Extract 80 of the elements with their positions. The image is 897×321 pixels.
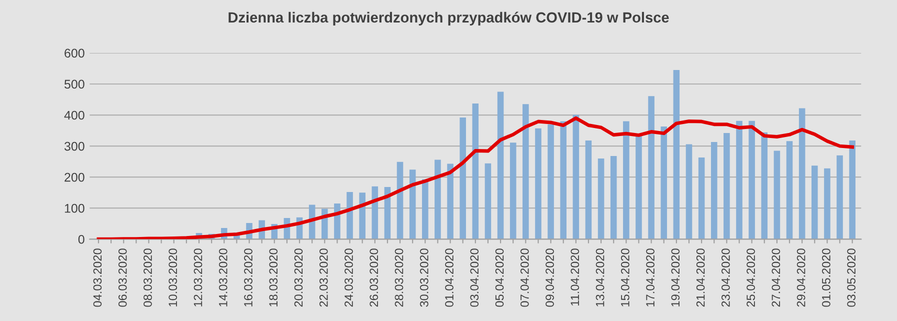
x-tick-label: 13.04.2020	[596, 248, 604, 306]
bar	[673, 70, 680, 240]
bar	[460, 118, 466, 240]
x-tick-label: 10.03.2020	[168, 248, 178, 306]
x-tick-label: 18.03.2020	[269, 248, 278, 306]
y-tick-label: 200	[64, 172, 84, 182]
bar	[359, 192, 366, 240]
bar	[786, 141, 793, 240]
bar	[510, 142, 516, 240]
bar	[748, 120, 755, 240]
bar	[610, 156, 617, 240]
bar	[648, 96, 654, 240]
bar	[736, 120, 742, 240]
x-tick-label: 15.04.2020	[620, 248, 630, 306]
bar	[585, 140, 592, 240]
x-tick-label: 08.03.2020	[144, 248, 152, 307]
bar	[560, 121, 566, 240]
bar	[636, 134, 642, 240]
x-tick-label: 17.04.2020	[646, 248, 654, 306]
x-tick-label: 19.04.2020	[671, 248, 680, 306]
x-tick-label: 23.04.2020	[721, 248, 730, 307]
y-tick-label: 0	[78, 234, 84, 244]
bar	[346, 192, 353, 240]
bar	[698, 158, 705, 240]
x-tick-label: 20.03.2020	[294, 248, 303, 307]
bar	[836, 155, 843, 240]
x-tick-label: 06.03.2020	[118, 248, 127, 307]
bar	[447, 164, 454, 240]
chart-title: Dzienna liczba potwierdzonych przypadków COVID-19 w Polsce	[228, 12, 669, 26]
x-tick-label: 09.04.2020	[546, 248, 554, 307]
bar	[598, 158, 604, 240]
bar	[334, 203, 340, 240]
bar	[422, 179, 428, 240]
bar	[434, 160, 441, 240]
y-tick-label: 500	[64, 80, 84, 89]
x-tick-label: 28.03.2020	[394, 248, 404, 307]
bar	[774, 150, 780, 240]
y-tick-label: 400	[64, 110, 84, 120]
x-tick-label: 03.05.2020	[847, 248, 856, 307]
x-tick-label: 05.04.2020	[495, 248, 504, 307]
x-tick-label: 26.03.2020	[370, 248, 378, 307]
x-tick-label: 01.04.2020	[445, 248, 454, 307]
bar	[660, 126, 668, 240]
line-series	[96, 116, 854, 240]
bar	[484, 163, 492, 240]
y-tick-label: 100	[64, 204, 84, 213]
bar	[472, 104, 479, 240]
y-tick-label: 600	[64, 48, 84, 58]
bar	[409, 170, 416, 240]
x-tick-label: 11.04.2020	[570, 248, 580, 306]
x-tick-label: 07.04.2020	[520, 248, 529, 307]
bar	[623, 121, 630, 240]
bar	[849, 140, 856, 240]
x-tick-label: 12.03.2020	[194, 248, 202, 306]
x-tick-label: 27.04.2020	[772, 248, 780, 307]
x-tick-label: 24.03.2020	[344, 248, 353, 307]
x-tick-label: 14.03.2020	[218, 248, 228, 306]
y-tick-label: 300	[64, 142, 84, 151]
bar	[761, 132, 768, 240]
x-tick-label: 30.03.2020	[420, 248, 428, 307]
x-tick-label: 01.05.2020	[822, 248, 830, 307]
bar	[724, 133, 730, 240]
bar	[710, 142, 718, 240]
bar	[686, 144, 692, 240]
x-tick-label: 25.04.2020	[746, 248, 755, 307]
x-tick-label: 22.03.2020	[319, 248, 328, 307]
bar	[396, 162, 404, 240]
x-tick-label: 04.03.2020	[93, 248, 102, 307]
bar	[824, 168, 830, 240]
x-tick-label: 16.03.2020	[244, 248, 252, 306]
bar	[497, 92, 504, 240]
bar	[535, 128, 542, 240]
x-tick-label: 21.04.2020	[696, 248, 705, 307]
bar	[548, 124, 554, 240]
x-tick-label: 03.04.2020	[470, 248, 479, 307]
bar	[572, 114, 580, 240]
bar	[811, 166, 818, 240]
bar	[522, 104, 529, 240]
x-tick-label: 29.04.2020	[796, 248, 806, 307]
bar	[798, 108, 806, 240]
